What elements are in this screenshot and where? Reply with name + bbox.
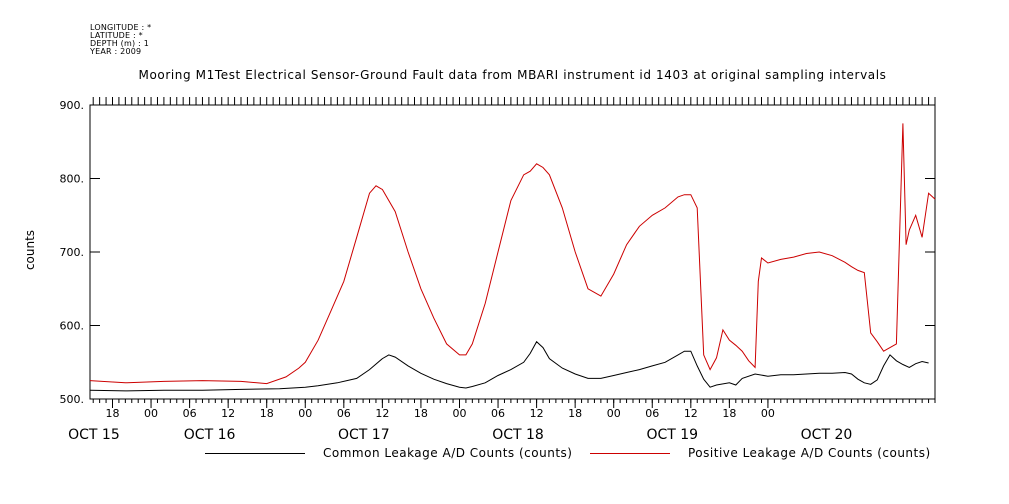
series-line-1 <box>89 123 936 385</box>
x-tick-label: 18 <box>414 407 428 420</box>
x-tick-label: 06 <box>183 407 197 420</box>
x-day-label: OCT 18 <box>492 427 544 443</box>
meta-latitude: LATITUDE : * <box>90 31 143 40</box>
x-tick-label: 18 <box>105 407 119 420</box>
meta-longitude: LONGITUDE : * <box>90 23 152 32</box>
legend-line-common <box>205 453 305 454</box>
x-day-label: OCT 20 <box>801 427 853 443</box>
meta-year: YEAR : 2009 <box>90 47 142 56</box>
legend-label-positive: Positive Leakage A/D Counts (counts) <box>688 446 931 460</box>
x-tick-label: 06 <box>491 407 505 420</box>
legend-label-common: Common Leakage A/D Counts (counts) <box>323 446 573 460</box>
x-tick-label: 12 <box>684 407 698 420</box>
y-tick-label: 700. <box>60 246 85 259</box>
x-day-label: OCT 17 <box>338 427 390 443</box>
x-tick-label: 00 <box>298 407 312 420</box>
x-tick-label: 00 <box>144 407 158 420</box>
x-tick-label: 18 <box>722 407 736 420</box>
x-tick-label: 12 <box>375 407 389 420</box>
y-axis-label: counts <box>23 229 37 271</box>
y-tick-label: 500. <box>60 393 85 406</box>
series-line-0 <box>89 340 929 392</box>
x-tick-label: 18 <box>568 407 582 420</box>
x-tick-label: 06 <box>645 407 659 420</box>
x-axis: 18 00 06 12 18 00 06 12 18 00 06 12 18 00 06 12 18 00 OCT … <box>68 97 936 443</box>
x-tick-label: 00 <box>607 407 621 420</box>
legend-line-positive <box>590 453 670 454</box>
series-layer <box>89 123 936 392</box>
x-day-label: OCT 19 <box>646 427 698 443</box>
meta-depth: DEPTH (m) : 1 <box>90 39 149 48</box>
x-tick-label: 12 <box>221 407 235 420</box>
x-tick-label: 12 <box>530 407 544 420</box>
x-tick-label: 00 <box>761 407 775 420</box>
chart-title: Mooring M1Test Electrical Sensor-Ground … <box>138 68 887 82</box>
x-day-label: OCT 15 <box>68 427 120 443</box>
x-tick-label: 00 <box>452 407 466 420</box>
x-day-label: OCT 16 <box>184 427 236 443</box>
y-tick-label: 800. <box>60 173 85 186</box>
x-tick-label: 18 <box>260 407 274 420</box>
y-axis: 500. 600. 700. 800. 900. <box>60 99 935 406</box>
y-tick-label: 900. <box>60 99 85 112</box>
x-tick-label: 06 <box>337 407 351 420</box>
y-tick-label: 600. <box>60 320 85 333</box>
plot-frame <box>89 104 936 400</box>
